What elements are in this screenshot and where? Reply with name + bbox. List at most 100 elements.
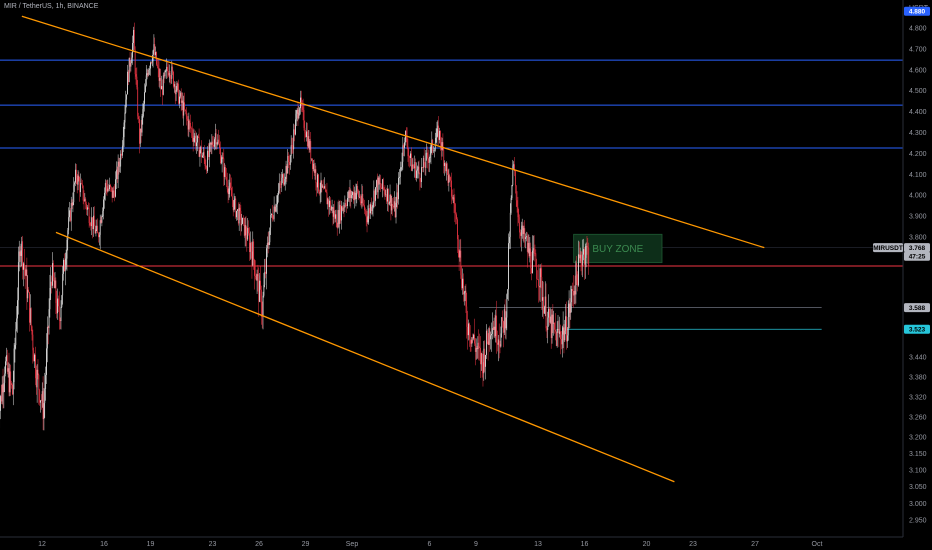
candle-body-520 xyxy=(439,130,441,144)
candle-body-414 xyxy=(349,190,351,198)
candle-body-18 xyxy=(11,385,13,395)
candle-body-257 xyxy=(215,133,217,145)
candle-body-320 xyxy=(269,227,271,243)
candle-body-562 xyxy=(475,347,477,352)
candle-body-681 xyxy=(577,274,579,286)
candle-body-678 xyxy=(574,290,576,295)
candle-body-654 xyxy=(554,322,555,330)
buy-zone-label: BUY ZONE xyxy=(592,244,643,255)
candle-body-569 xyxy=(481,353,483,363)
candle-body-616 xyxy=(521,225,523,230)
candle-body-588 xyxy=(497,339,499,345)
candle-body-189 xyxy=(157,66,159,69)
candle-body-103 xyxy=(84,198,86,202)
y-tick-3: 4.500 xyxy=(909,88,927,95)
candle-body-646 xyxy=(547,317,549,330)
candle-body-57 xyxy=(45,374,47,390)
x-tick-6: Sep xyxy=(346,541,359,548)
candle-body-657 xyxy=(556,329,558,346)
candle-body-19 xyxy=(12,382,14,395)
candle-body-328 xyxy=(276,204,278,208)
candle-body-557 xyxy=(471,337,473,344)
candle-body-170 xyxy=(141,116,143,133)
candle-body-640 xyxy=(542,297,544,301)
candle-body-350 xyxy=(295,119,296,135)
candle-body-52 xyxy=(40,400,42,402)
candle-body-281 xyxy=(236,210,238,218)
candle-body-324 xyxy=(272,218,274,220)
candle-body-4 xyxy=(0,396,1,411)
trendline-lower xyxy=(55,231,675,483)
candle-body-580 xyxy=(491,333,492,336)
candle-body-76 xyxy=(61,295,63,307)
candle-body-423 xyxy=(357,186,359,191)
candle-body-106 xyxy=(87,207,88,210)
candle-body-40 xyxy=(30,308,32,327)
candle-body-253 xyxy=(212,141,214,145)
candle-body-102 xyxy=(83,200,85,202)
candle-body-150 xyxy=(124,112,126,123)
candle-body-358 xyxy=(301,105,303,107)
candle-body-196 xyxy=(163,75,165,77)
candle-body-91 xyxy=(74,182,76,185)
candle-body-81 xyxy=(65,258,67,265)
candle-body-574 xyxy=(485,330,487,355)
candle-body-309 xyxy=(260,280,261,290)
candle-body-621 xyxy=(526,236,527,238)
candle-body-38 xyxy=(29,292,30,323)
y-tick-1: 4.700 xyxy=(909,46,927,53)
candle-body-392 xyxy=(330,208,332,211)
candle-body-550 xyxy=(465,290,467,307)
candle-body-145 xyxy=(120,153,122,167)
candle-body-121 xyxy=(99,220,101,235)
candle-body-533 xyxy=(451,180,452,197)
candle-body-167 xyxy=(139,119,140,144)
price-tag-3: 3.588 xyxy=(904,303,930,313)
candle-body-488 xyxy=(412,164,414,167)
candle-body-676 xyxy=(572,290,574,296)
candle-body-419 xyxy=(353,192,355,201)
candle-body-221 xyxy=(185,109,186,111)
candle-body-68 xyxy=(54,280,56,288)
candle-body-660 xyxy=(559,331,561,334)
candle-body-141 xyxy=(116,169,118,179)
price-tag-label-3: 3.588 xyxy=(909,305,926,312)
candle-body-136 xyxy=(112,190,114,198)
candle-body-388 xyxy=(327,199,329,205)
candle-body-270 xyxy=(226,180,228,189)
candle-body-48 xyxy=(37,369,39,375)
candle-body-668 xyxy=(566,316,567,342)
candle-body-43 xyxy=(33,350,35,362)
candle-body-5 xyxy=(0,396,2,402)
candle-body-361 xyxy=(304,127,306,134)
candle-body-156 xyxy=(129,57,131,67)
candle-body-319 xyxy=(268,242,270,246)
candle-body-522 xyxy=(441,142,443,150)
candle-body-638 xyxy=(540,268,542,278)
candle-body-211 xyxy=(176,83,178,91)
candle-body-579 xyxy=(490,335,492,340)
candle-body-693 xyxy=(587,247,589,248)
candle-body-290 xyxy=(243,218,245,236)
candle-body-46 xyxy=(35,378,37,388)
candle-body-495 xyxy=(418,166,420,174)
candle-body-555 xyxy=(469,339,471,341)
price-tag-bg-2 xyxy=(904,251,930,261)
candle-body-250 xyxy=(209,142,211,145)
trendlines xyxy=(21,15,765,483)
candle-body-146 xyxy=(121,153,122,156)
candle-body-620 xyxy=(525,237,526,239)
candle-body-79 xyxy=(63,259,65,272)
x-tick-11: 20 xyxy=(643,541,651,548)
candle-body-626 xyxy=(530,248,532,269)
candle-body-390 xyxy=(329,200,330,208)
x-tick-3: 23 xyxy=(209,541,217,548)
candle-body-207 xyxy=(173,71,174,87)
candle-body-61 xyxy=(48,309,50,329)
candle-body-138 xyxy=(114,192,116,197)
candle-body-88 xyxy=(71,203,73,206)
candle-body-483 xyxy=(408,156,410,157)
candle-body-58 xyxy=(46,348,47,375)
candle-body-249 xyxy=(208,144,210,157)
